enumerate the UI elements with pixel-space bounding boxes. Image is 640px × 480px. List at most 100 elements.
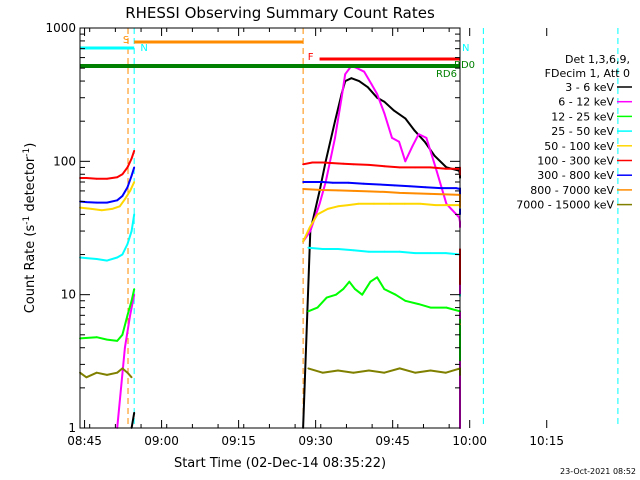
legend-label-3-6-kev: 3 - 6 keV [565, 81, 614, 94]
series-300-800-kev-point [439, 187, 442, 190]
footer-timestamp: 23-Oct-2021 08:52 [560, 467, 636, 476]
series-25-50-kev-point [307, 246, 310, 249]
series-300-800-kev-point [116, 199, 119, 202]
series-3-6-kev-point [334, 120, 336, 123]
series-50-100-kev-line [302, 202, 460, 243]
flag-n-label: N [140, 43, 147, 54]
series-25-50-kev-point [130, 230, 133, 233]
legend-label-12-25-kev: 12 - 25 keV [551, 110, 614, 123]
series-300-800-kev-point [378, 183, 380, 186]
series-12-25-kev-point [133, 288, 136, 290]
series-12-25-kev-point [121, 333, 124, 336]
series-3-6-kev-point [133, 411, 136, 414]
series-12-25-kev-point [116, 340, 119, 342]
series-800-7000-kev-point [368, 190, 370, 193]
series-7000-15000-kev-point [445, 371, 447, 374]
x-tick-label: 09:30 [298, 434, 333, 448]
series-6-12-kev-point [309, 230, 312, 233]
series-7000-15000-kev-point [321, 371, 324, 374]
series-100-300-kev-point [121, 173, 124, 176]
series-25-50-kev-point [95, 258, 98, 260]
series-800-7000-kev-point [445, 193, 447, 196]
series-25-50-kev-point [337, 248, 339, 250]
series-300-800-kev-point [321, 181, 324, 183]
legend-label-7000-15000-kev: 7000 - 15000 keV [516, 199, 614, 212]
series-100-300-kev-point [116, 176, 119, 179]
x-tick-label: 10:00 [452, 434, 487, 448]
series-7000-15000-kev-line [308, 367, 461, 374]
y-axis-label-exp2: -1 [22, 148, 32, 157]
series-12-25-kev-point [417, 303, 420, 305]
series-7000-15000-kev-point [85, 376, 88, 379]
series-12-25-kev-point [325, 296, 328, 299]
series-7000-15000-kev-point [383, 371, 386, 374]
series-6-12-kev-point [404, 160, 407, 163]
series-100-300-kev-point [429, 166, 432, 169]
series-25-50-kev-point [133, 213, 136, 216]
series-6-12-kev-point [398, 140, 400, 143]
series-100-300-kev-point [445, 167, 447, 170]
series-7000-15000-kev-line [79, 367, 133, 379]
legend-label-6-12-kev: 6 - 12 keV [558, 96, 614, 109]
y-tick-label: 1 [68, 421, 76, 435]
series-12-25-kev-point [130, 299, 133, 302]
series-50-100-kev-point [347, 204, 350, 207]
series-300-800-kev-point [95, 201, 98, 204]
series-6-12-kev-point [334, 137, 336, 139]
time-marker-lines [127, 28, 619, 428]
series-100-300-kev-point [302, 163, 304, 166]
series-100-300-kev-point [126, 166, 129, 169]
series-6-12-kev-point [363, 70, 366, 73]
flag-rd6-label: RD6 [436, 69, 457, 80]
legend-label-300-800-kev: 300 - 800 keV [537, 169, 614, 182]
series-12-25-kev-point [342, 288, 345, 290]
series-800-7000-kev-point [321, 189, 324, 191]
y-axis-label-main: Count Rate (s [23, 225, 38, 314]
series-100-300-kev-point [352, 163, 355, 166]
series-6-12-kev-point [340, 96, 343, 99]
series-3-6-kev-point [404, 117, 407, 120]
series-50-100-kev-point [373, 202, 375, 205]
series-12-25-kev-point [361, 293, 364, 296]
series-25-50-kev-point [429, 252, 432, 255]
chart-title: RHESSI Observing Summary Count Rates [125, 4, 435, 22]
series-7000-15000-kev-point [130, 376, 133, 379]
series-12-25-kev-point [383, 288, 386, 290]
series-300-800-kev-point [362, 182, 365, 185]
x-tick-label: 10:15 [529, 434, 564, 448]
series-300-800-kev-point [393, 184, 396, 187]
series-300-800-kev-point [347, 181, 350, 184]
series-7000-15000-kev-point [414, 371, 416, 374]
series-50-100-kev-point [337, 205, 339, 208]
series-12-25-kev-point [95, 336, 98, 339]
series-800-7000-kev-point [383, 191, 386, 193]
series-6-12-kev-point [370, 83, 373, 85]
series-6-12-kev-point [376, 93, 378, 95]
series-7000-15000-kev-point [337, 369, 339, 372]
x-tick-label: 09:15 [221, 434, 256, 448]
series-3-6-kev-point [366, 86, 369, 89]
y-axis-label-end: ) [23, 143, 38, 148]
series-7000-15000-kev-point [106, 374, 108, 376]
series-3-6-kev-point [433, 154, 436, 157]
flag-f-label: F [308, 52, 314, 63]
series-800-7000-kev-point [302, 188, 304, 190]
series-50-100-kev-point [419, 202, 422, 205]
flag-rd0-label: RD0 [454, 60, 475, 71]
series-25-50-kev-point [383, 250, 386, 253]
series-7000-15000-kev-point [95, 371, 98, 374]
series-6-12-kev-point [124, 346, 126, 349]
series-100-300-kev-point [368, 164, 370, 166]
series-25-50-kev-point [126, 243, 129, 245]
series-12-25-kev-point [106, 338, 108, 341]
series-300-800-kev-point [130, 174, 133, 177]
series-25-50-kev-point [85, 257, 88, 259]
series-100-300-kev-point [414, 166, 416, 169]
series-300-800-kev-point [332, 181, 334, 184]
series-300-800-kev-point [455, 187, 457, 190]
legend-label-100-300-kev: 100 - 300 keV [537, 155, 614, 168]
legend-header-line-1: Det 1,3,6,9, [565, 53, 630, 66]
series-300-800-kev-point [133, 166, 136, 169]
